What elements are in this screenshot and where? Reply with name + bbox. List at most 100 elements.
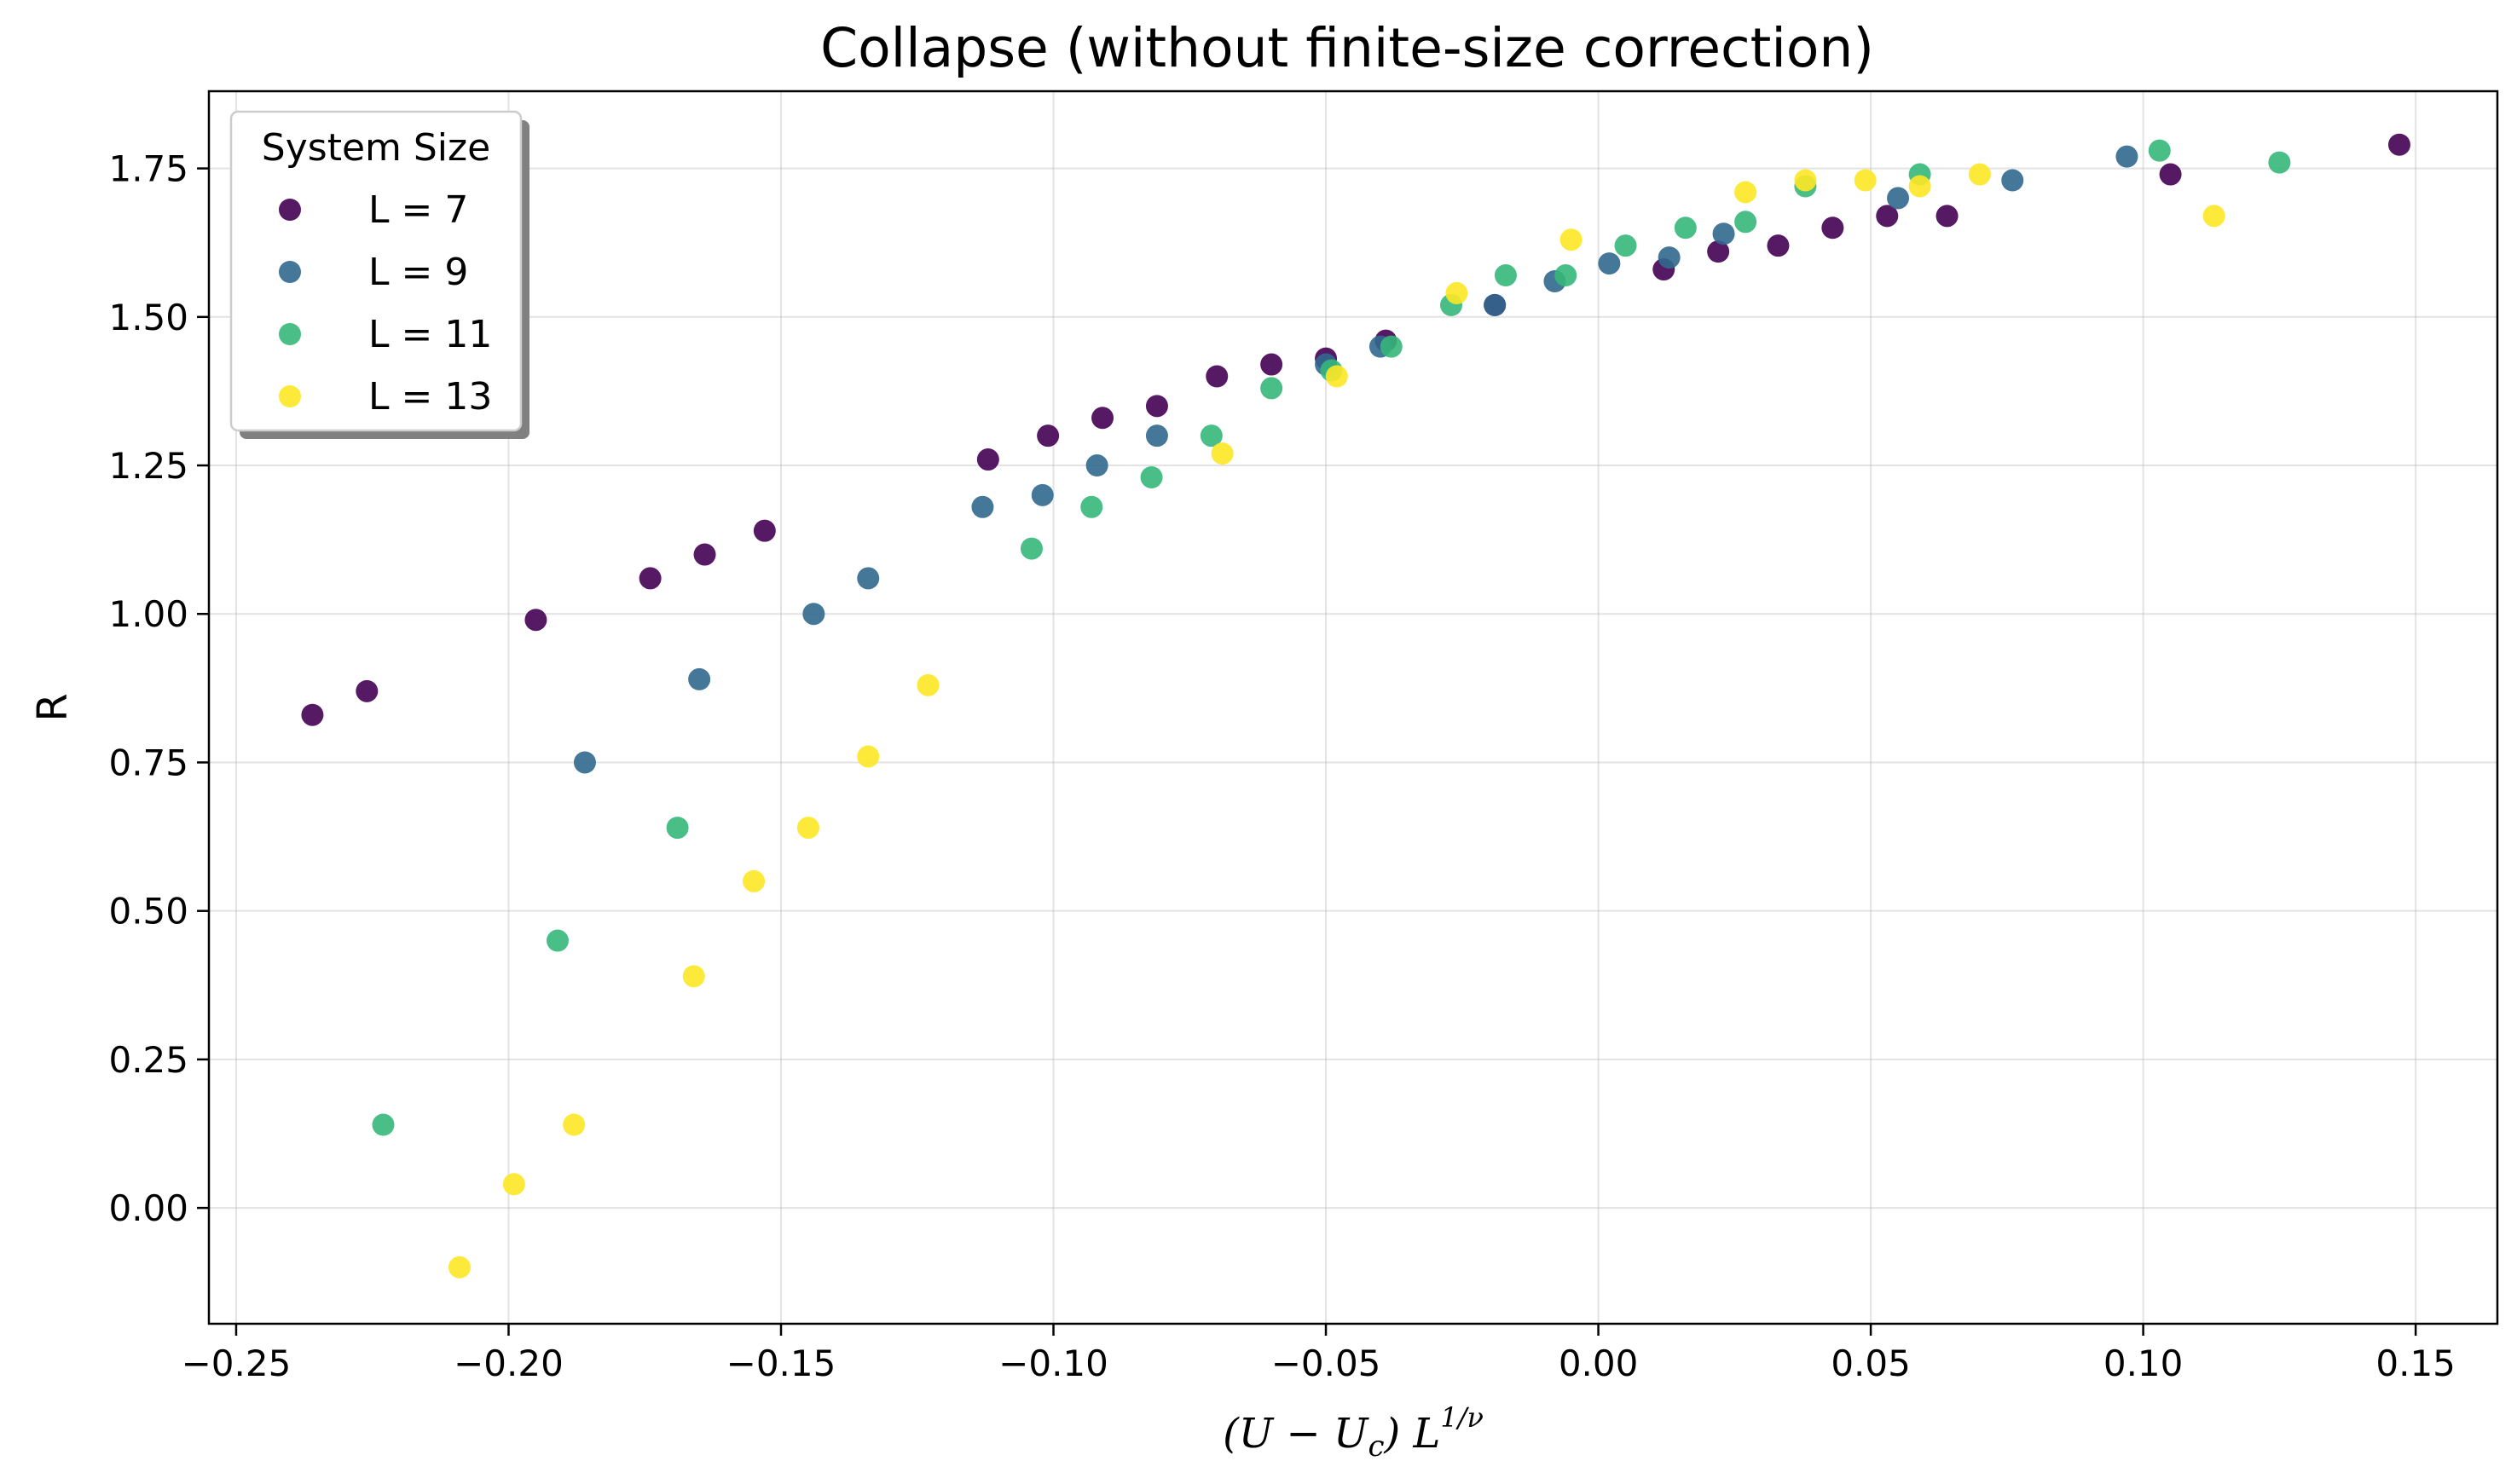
data-point [1887,187,1910,210]
data-point [2387,133,2410,156]
y-tick-label: 1.00 [108,593,188,635]
data-point [1494,264,1517,287]
data-point [1614,234,1637,257]
data-point [1598,252,1621,275]
data-point [1908,175,1931,198]
x-tick-label: 0.15 [2375,1343,2456,1384]
data-point [1080,495,1103,518]
data-point [573,751,596,774]
x-tick-label: 0.05 [1831,1343,1911,1384]
data-point [1260,377,1283,400]
legend: System Size L = 7 L = 9 L = 11 L = 13 [229,110,529,439]
data-point [976,448,999,471]
legend-marker [279,261,301,283]
data-point [1031,483,1054,506]
data-point [1211,442,1234,465]
data-point [682,965,705,988]
data-point [1734,181,1757,204]
y-tick-label: 0.75 [108,742,188,783]
data-point [2268,151,2291,174]
y-tick-label: 0.50 [108,891,188,933]
data-point [1200,424,1223,448]
chart-title: Collapse (without finite-size correction… [820,17,1874,79]
series-3 [372,139,2291,1136]
data-point [2001,169,2024,192]
y-tick-label: 0.00 [108,1187,188,1229]
data-point [1658,246,1681,269]
data-point [1085,454,1108,477]
data-point [563,1113,586,1136]
data-point [1794,169,1817,192]
data-point [857,567,880,590]
data-point [753,519,776,542]
data-point [1712,222,1735,245]
y-tick-label: 1.50 [108,297,188,338]
data-point [971,495,994,518]
x-tick-label: −0.15 [726,1343,836,1384]
data-point [2159,163,2182,186]
x-tick-label: −0.10 [998,1343,1108,1384]
data-point [502,1173,525,1196]
data-point [802,603,825,626]
legend-label: L = 13 [368,375,492,419]
x-axis-label-mid: ) L [1383,1410,1440,1458]
data-point [917,673,940,696]
data-point [1674,217,1697,240]
legend-marker [279,199,301,221]
y-tick-label: 1.25 [108,445,188,487]
legend-marker [279,385,301,407]
x-axis-label: (U − Uc) L1/ν [1223,1401,1484,1464]
x-axis-label-sup: 1/ν [1440,1401,1484,1434]
data-point [1020,537,1043,560]
data-point [372,1113,395,1136]
legend-title: System Size [262,126,490,170]
data-point [1091,407,1114,430]
x-tick-label: 0.10 [2103,1343,2184,1384]
series-1 [301,133,2410,726]
data-point [1767,234,1790,257]
data-point [1445,281,1468,304]
data-point [1037,424,1060,448]
x-tick-label: −0.20 [454,1343,564,1384]
legend-marker [279,323,301,345]
x-axis-label-base: (U − U [1223,1410,1369,1458]
data-point [1206,365,1229,388]
data-point [1484,293,1507,316]
data-point [743,869,766,892]
data-point [1734,211,1757,234]
plot-frame [207,90,2499,1325]
series-2 [573,145,2138,774]
x-tick-label: −0.05 [1271,1343,1381,1384]
data-point [639,567,662,590]
data-point [1935,205,1959,228]
data-point [1554,264,1577,287]
data-point [1260,353,1283,376]
x-tick-label: −0.25 [182,1343,292,1384]
data-point [1140,465,1163,488]
data-points [301,133,2410,1279]
data-point [1821,217,1844,240]
legend-items: L = 7 L = 9 L = 11 L = 13 [279,188,492,419]
data-point [1707,240,1730,263]
data-point [1876,205,1899,228]
legend-label: L = 11 [368,313,492,356]
data-point [2202,205,2225,228]
data-point [1854,169,1877,192]
x-axis-ticks: −0.25 −0.20 −0.15 −0.10 −0.05 0.00 0.05 0.10 0.1… [182,1324,2456,1384]
data-point [524,609,547,632]
x-axis-label-sub: c [1368,1429,1384,1464]
data-point [688,667,711,690]
data-point [2148,139,2171,162]
series-4 [448,163,2225,1279]
y-tick-label: 0.25 [108,1039,188,1081]
y-axis-ticks: 0.00 0.25 0.50 0.75 1.00 1.25 1.50 1.75 [108,148,209,1229]
y-axis-label: R [29,693,77,721]
data-point [2115,145,2138,168]
data-point [1325,365,1348,388]
legend-box [229,110,523,432]
y-tick-label: 1.75 [108,148,188,190]
legend-label: L = 9 [368,251,468,294]
data-point [1559,228,1583,251]
data-point [666,817,689,840]
